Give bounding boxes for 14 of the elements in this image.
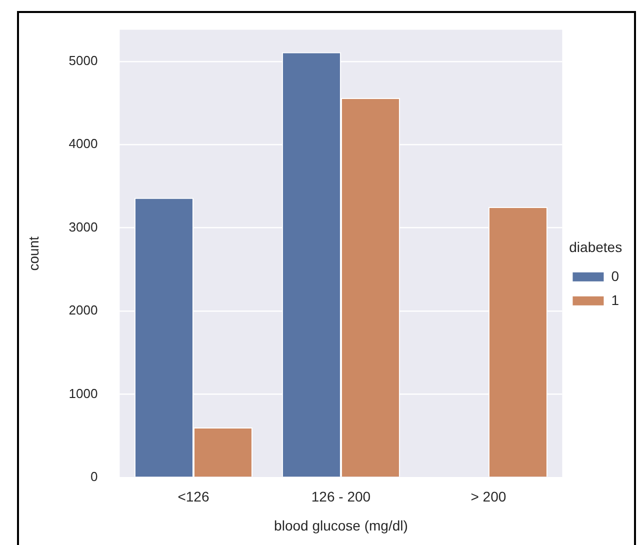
y-tick-label: 0 bbox=[90, 468, 98, 484]
x-tick-label: <126 bbox=[178, 488, 210, 505]
x-tick-label: > 200 bbox=[470, 488, 506, 505]
x-tick-label: 126 - 200 bbox=[311, 488, 371, 505]
legend-label: 1 bbox=[611, 292, 620, 308]
x-axis-title: blood glucose (mg/dl) bbox=[274, 517, 408, 534]
y-tick-label: 3000 bbox=[68, 219, 98, 234]
y-tick-label: 2000 bbox=[68, 302, 98, 318]
y-tick-label: 4000 bbox=[68, 136, 98, 152]
y-tick-label: 1000 bbox=[68, 386, 98, 401]
y-axis-title: count bbox=[25, 236, 42, 271]
legend-title: diabetes bbox=[569, 238, 622, 255]
legend-label: 0 bbox=[611, 268, 620, 284]
y-tick-label: 5000 bbox=[68, 52, 98, 68]
